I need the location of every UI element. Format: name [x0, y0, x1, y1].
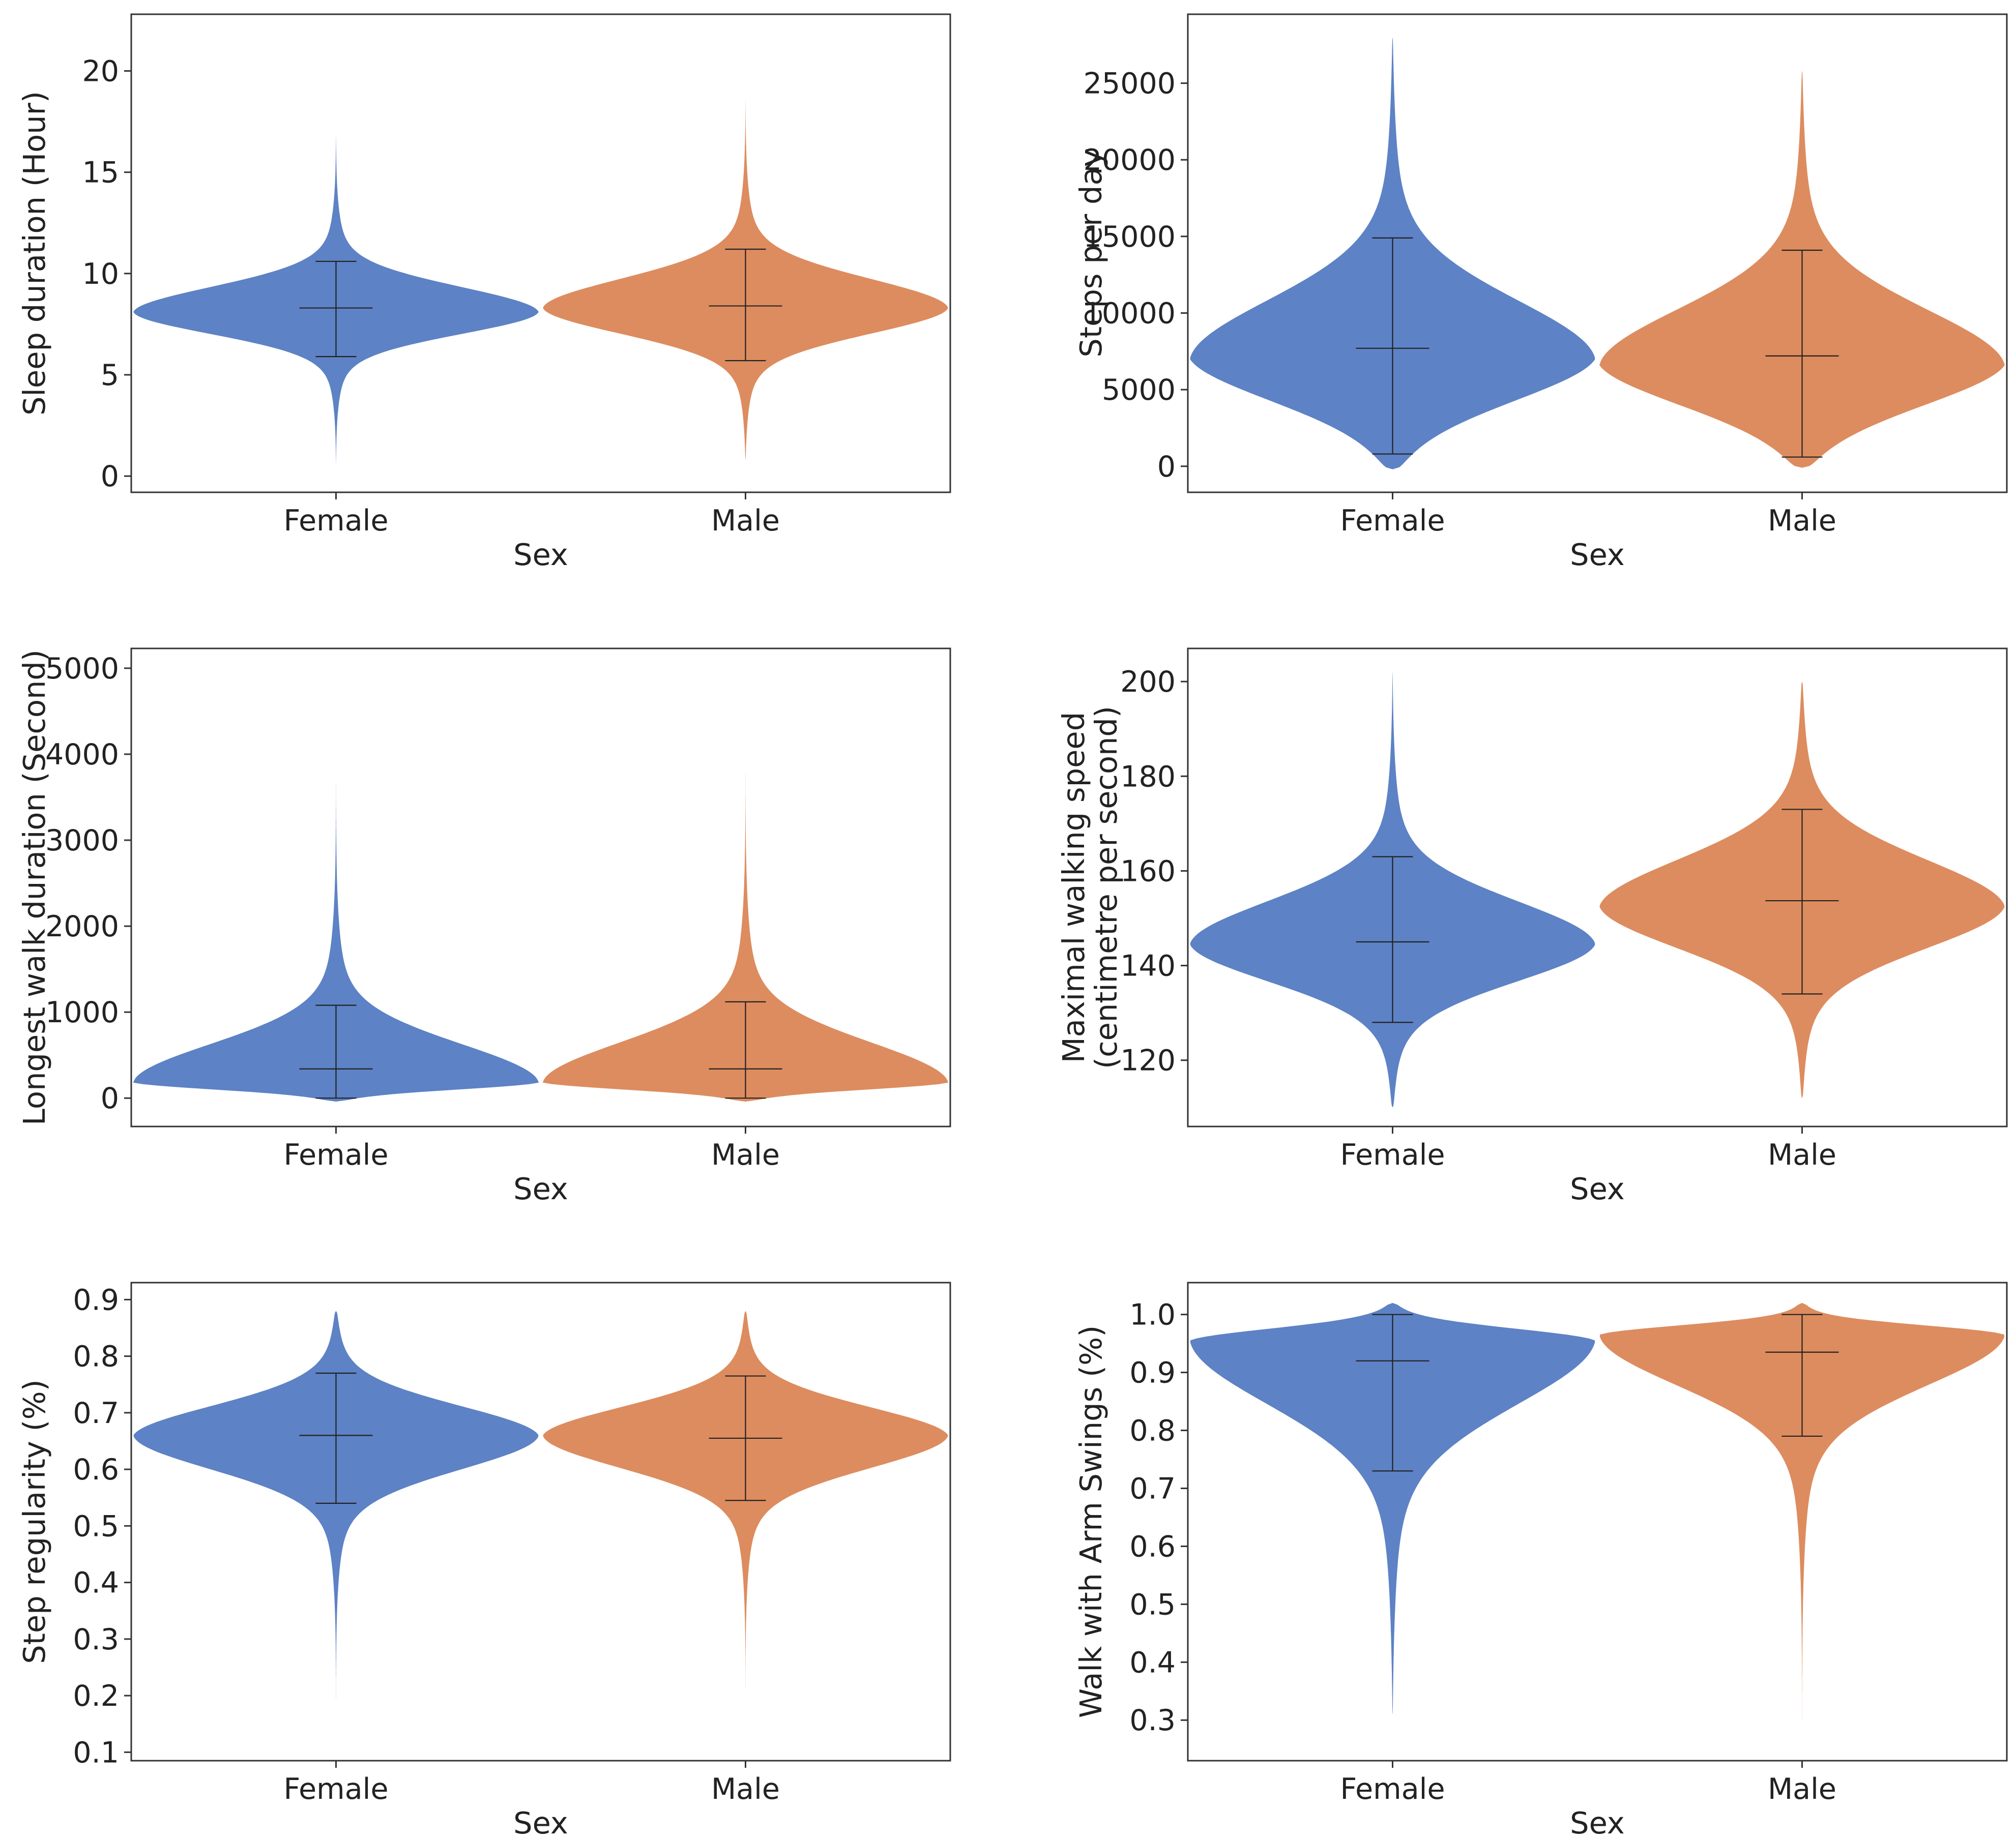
violin-female	[133, 754, 539, 1102]
chart-panel-2: 0 5000 10000 15000 20000 25000 Female Male Sex St…	[1073, 13, 2008, 572]
violin-male	[543, 754, 948, 1102]
y-tick-label: 0.3	[73, 1623, 119, 1656]
y-tick-label: 25000	[1084, 67, 1176, 101]
x-tick-label-male: Male	[711, 1138, 780, 1172]
x-tick-label-female: Female	[283, 1772, 388, 1806]
x-tick-label-female: Female	[1340, 1138, 1445, 1172]
y-tick-label: 0.9	[73, 1283, 119, 1317]
violin-male	[543, 1311, 948, 1713]
violin-female	[1190, 1302, 1595, 1714]
y-axis-label: Steps per day	[1073, 149, 1108, 357]
chart-panel-1: 0 5 10 15 20 Female Male Sex Sleep duration (Hou…	[17, 13, 951, 572]
y-tick-label: 1000	[45, 996, 119, 1029]
x-tick-label-female: Female	[1340, 504, 1445, 538]
plot-frame	[1187, 13, 2008, 493]
y-tick-label: 0.9	[1129, 1356, 1176, 1390]
plot-frame	[130, 13, 951, 493]
x-axis-label: Sex	[513, 537, 568, 572]
y-tick-label: 0.2	[73, 1679, 119, 1713]
y-tick-label: 3000	[45, 824, 119, 857]
x-axis-label: Sex	[513, 1805, 568, 1838]
y-axis-label: Sleep duration (Hour)	[17, 91, 52, 416]
y-tick-label: 1.0	[1129, 1298, 1176, 1332]
y-tick-label: 20000	[1084, 143, 1176, 177]
x-axis-label: Sex	[513, 1171, 568, 1206]
x-axis-label: Sex	[1570, 1171, 1625, 1206]
y-tick-label: 0.5	[1129, 1588, 1176, 1621]
y-tick-label: 0.7	[1129, 1472, 1176, 1505]
y-tick-label: 5000	[45, 652, 119, 686]
x-tick-label-male: Male	[711, 504, 780, 538]
y-tick-label: 0	[1157, 450, 1176, 484]
y-tick-label: 180	[1120, 760, 1176, 793]
y-tick-label: 0.5	[73, 1509, 119, 1543]
y-tick-label: 120	[1120, 1044, 1176, 1078]
y-tick-label: 2000	[45, 910, 119, 943]
violin-male	[1599, 1302, 2005, 1738]
y-tick-label: 10	[82, 257, 119, 291]
chart-panel-5: 0.1 0.2 0.3 0.4 0.5 0.6 0.7 0.8 0.9 Female Male Sex…	[17, 1282, 951, 1838]
y-tick-label: 0.4	[1129, 1646, 1176, 1679]
y-tick-label: 0.6	[73, 1453, 119, 1487]
y-tick-label: 20	[82, 55, 119, 88]
y-tick-label: 15	[82, 156, 119, 190]
y-tick-label: 5	[101, 359, 119, 392]
y-tick-label: 0.8	[1129, 1414, 1176, 1448]
y-tick-label: 0	[101, 460, 119, 493]
x-axis-label: Sex	[1570, 537, 1625, 572]
y-tick-label: 0.3	[1129, 1704, 1176, 1737]
x-tick-label-male: Male	[1768, 1138, 1836, 1172]
plot-frame	[1187, 647, 2008, 1128]
chart-panel-6: 0.3 0.4 0.5 0.6 0.7 0.8 0.9 1.0 Female Male Sex Wal…	[1073, 1282, 2008, 1838]
plot-frame	[1187, 1282, 2008, 1762]
x-tick-label-male: Male	[1768, 504, 1836, 538]
x-tick-label-female: Female	[283, 504, 388, 538]
x-tick-label-male: Male	[711, 1772, 780, 1806]
plot-frame	[130, 647, 951, 1128]
y-axis-label: Walk with Arm Swings (%)	[1073, 1325, 1108, 1718]
x-axis-label: Sex	[1570, 1805, 1625, 1838]
y-tick-label: 15000	[1084, 220, 1176, 254]
y-tick-label: 0.1	[73, 1736, 119, 1769]
violin-female	[133, 1311, 539, 1724]
y-tick-label: 0.6	[1129, 1530, 1176, 1563]
y-tick-label: 4000	[45, 738, 119, 772]
y-axis-label: Longest walk duration (Second)	[17, 649, 52, 1125]
y-tick-label: 140	[1120, 950, 1176, 983]
y-tick-label: 200	[1120, 665, 1176, 699]
y-axis-label: Maximal walking speed(centimetre per sec…	[1056, 706, 1124, 1069]
x-tick-label-male: Male	[1768, 1772, 1836, 1806]
y-tick-label: 160	[1120, 854, 1176, 888]
chart-panel-3: 0 1000 2000 3000 4000 5000 Female Male Sex Longes…	[17, 647, 951, 1206]
y-tick-label: 0.8	[73, 1340, 119, 1374]
y-axis-label: Step regularity (%)	[17, 1379, 52, 1664]
y-tick-label: 0	[101, 1082, 119, 1115]
y-tick-label: 10000	[1084, 297, 1176, 331]
chart-panel-4: 120 140 160 180 200 Female Male Sex Maximal walk…	[1056, 647, 2008, 1206]
x-tick-label-female: Female	[283, 1138, 388, 1172]
y-tick-label: 5000	[1102, 373, 1176, 407]
y-tick-label: 0.4	[73, 1566, 119, 1600]
plot-frame	[130, 1282, 951, 1762]
x-tick-label-female: Female	[1340, 1772, 1445, 1806]
y-tick-label: 0.7	[73, 1397, 119, 1430]
